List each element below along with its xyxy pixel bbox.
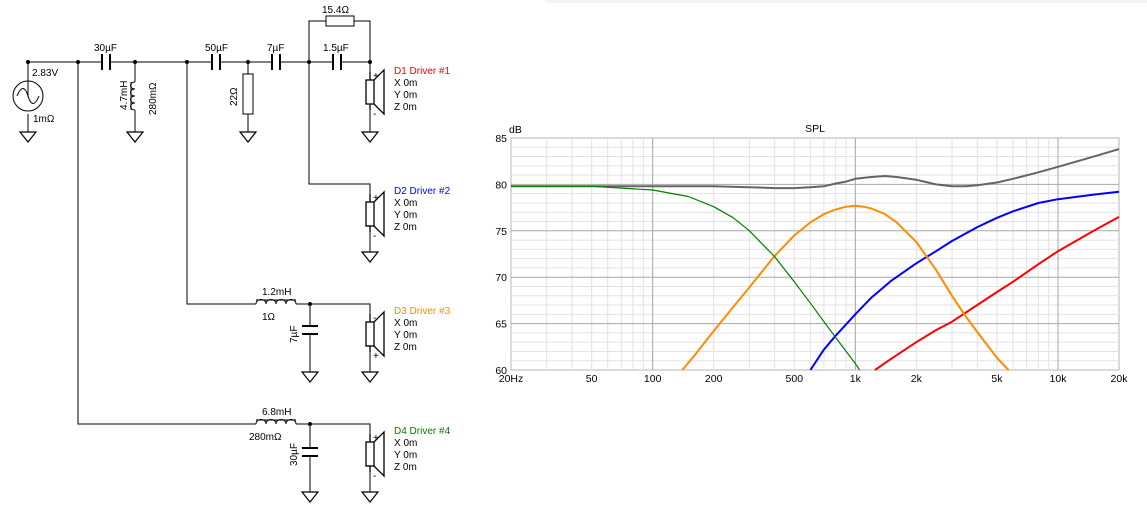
capacitor-c6[interactable] [302,447,318,457]
driver-3-name: D3 Driver #3 [394,306,451,317]
driver-2-z: Z 0m [394,222,417,233]
x-tick-label: 50 [586,373,598,385]
x-tick-label: 100 [644,373,662,385]
driver-4-x: X 0m [394,438,417,449]
driver-2-name: D2 Driver #2 [394,186,451,197]
x-tick-label: 20Hz [499,373,524,385]
l3-label: 6.8mH [262,407,291,418]
driver-1-z: Z 0m [394,102,417,113]
d4-plus-sign: + [373,433,379,444]
source-voltage-label: 2.83V [32,68,58,79]
tick-labels: 20Hz 50 100 200 500 1k 2k 5k 10k 20k 60 65 70 75 80 85 [495,133,1128,385]
l2-r-label: 1Ω [262,312,276,323]
c1-label: 30µF [94,43,117,54]
series-line-3 [681,204,1010,371]
y-tick-label: 85 [495,133,507,145]
driver-2-x: X 0m [394,198,417,209]
crossover-schematic: 2.83V 1mΩ 30µF 50µF 7µF 1.5µF 15.4Ω 22Ω [12,5,451,503]
c6-label: 30µF [289,443,300,466]
series-layer [511,148,1120,371]
junction-dots [26,60,372,426]
inductor-l3[interactable] [255,419,297,425]
driver-3-x: X 0m [394,318,417,329]
driver-d2-speaker[interactable] [365,190,385,238]
driver-d3-speaker[interactable] [365,310,385,358]
source-resistance-label: 1mΩ [33,114,55,125]
voltage-source[interactable] [12,80,44,112]
driver-1-name: D1 Driver #1 [394,66,451,77]
y-tick-label: 80 [495,179,507,191]
inductor-l2[interactable] [255,299,297,305]
y-axis-unit: dB [509,124,522,136]
r1-label: 22Ω [229,87,240,106]
x-tick-label: 2k [911,373,923,385]
l1-label: 4.7mH [119,81,130,110]
d1-minus-sign: - [373,109,376,120]
driver-4-y: Y 0m [394,450,417,461]
c2-label: 50µF [205,43,228,54]
d4-minus-sign: - [373,471,376,482]
c4-label: 1.5µF [323,43,349,54]
r2-label: 15.4Ω [322,5,349,16]
capacitor-c1[interactable] [101,54,111,70]
driver-3-z: Z 0m [394,342,417,353]
l2-label: 1.2mH [262,287,291,298]
series-line-2 [809,190,1120,371]
chart-title: SPL [805,123,825,135]
x-tick-label: 500 [786,373,804,385]
y-tick-label: 65 [495,319,507,331]
d2-minus-sign: - [373,231,376,242]
plot-area [510,137,1120,371]
resistor-r1[interactable] [242,73,254,115]
top-strip [545,0,1147,3]
capacitor-c3[interactable] [271,54,281,70]
c3-label: 7µF [267,43,284,54]
x-tick-label: 200 [705,373,723,385]
d2-plus-sign: + [373,193,379,204]
series-line-1 [874,216,1120,371]
driver-3-y: Y 0m [394,330,417,341]
y-tick-label: 75 [495,226,507,238]
x-tick-label: 20k [1111,373,1129,385]
capacitor-c5[interactable] [302,325,318,335]
wires [27,20,371,492]
inductor-l1[interactable] [130,81,136,111]
y-tick-label: 70 [495,272,507,284]
d3-plus-sign: + [373,351,379,362]
l3-r-label: 280mΩ [249,432,282,443]
x-tick-label: 1k [850,373,862,385]
driver-1-y: Y 0m [394,90,417,101]
capacitor-c2[interactable] [211,54,221,70]
series-line-4 [511,185,861,371]
resistor-r2[interactable] [325,15,355,27]
x-tick-label: 10k [1050,373,1068,385]
d3-minus-sign: - [373,313,376,324]
driver-2-y: Y 0m [394,210,417,221]
capacitor-c4[interactable] [332,54,342,70]
driver-d1-speaker[interactable] [365,68,385,116]
major-grid [511,138,1119,370]
y-tick-label: 60 [495,365,507,377]
driver-1-x: X 0m [394,78,417,89]
l1-r-label: 280mΩ [148,82,159,115]
driver-d4-speaker[interactable] [365,430,385,478]
spl-chart: 20Hz 50 100 200 500 1k 2k 5k 10k 20k606570758085 … [495,123,1128,385]
driver-4-name: D4 Driver #4 [394,426,451,437]
d1-plus-sign: + [373,71,379,82]
driver-4-z: Z 0m [394,462,417,473]
x-tick-label: 5k [991,373,1003,385]
minor-grid [511,138,1119,370]
c5-label: 7µF [289,326,300,343]
ground-symbols [18,131,380,503]
series-line-0 [511,148,1120,190]
